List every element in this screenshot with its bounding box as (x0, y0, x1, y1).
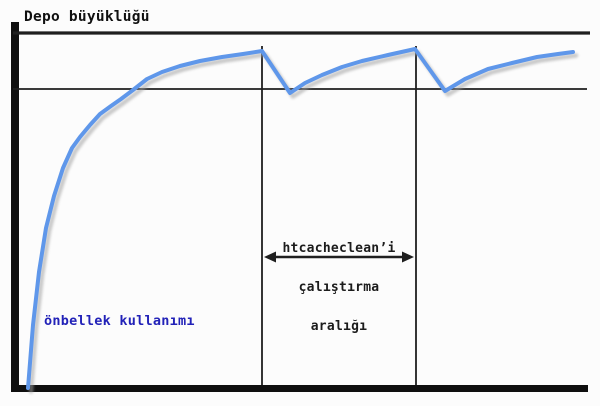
x-axis (11, 385, 588, 392)
y-axis (11, 22, 19, 392)
cleanup-interval-label: htcacheclean’i çalıştırma aralığı (262, 216, 416, 359)
chart-layer (11, 22, 590, 394)
interval-arrow-left-head (264, 251, 276, 263)
cleanup-interval-label-line3: aralığı (310, 319, 368, 334)
interval-arrow-right-head (402, 251, 414, 263)
cleanup-interval-label-line1: htcacheclean’i (282, 241, 396, 256)
cache-usage-curve-label: önbellek kullanımı (44, 313, 195, 329)
cleanup-interval-label-line2: çalıştırma (298, 280, 380, 295)
cache-usage-curve (26, 47, 575, 390)
cache-usage-curve-shadow (28, 50, 579, 394)
chart-title: Depo büyüklüğü (24, 9, 150, 25)
